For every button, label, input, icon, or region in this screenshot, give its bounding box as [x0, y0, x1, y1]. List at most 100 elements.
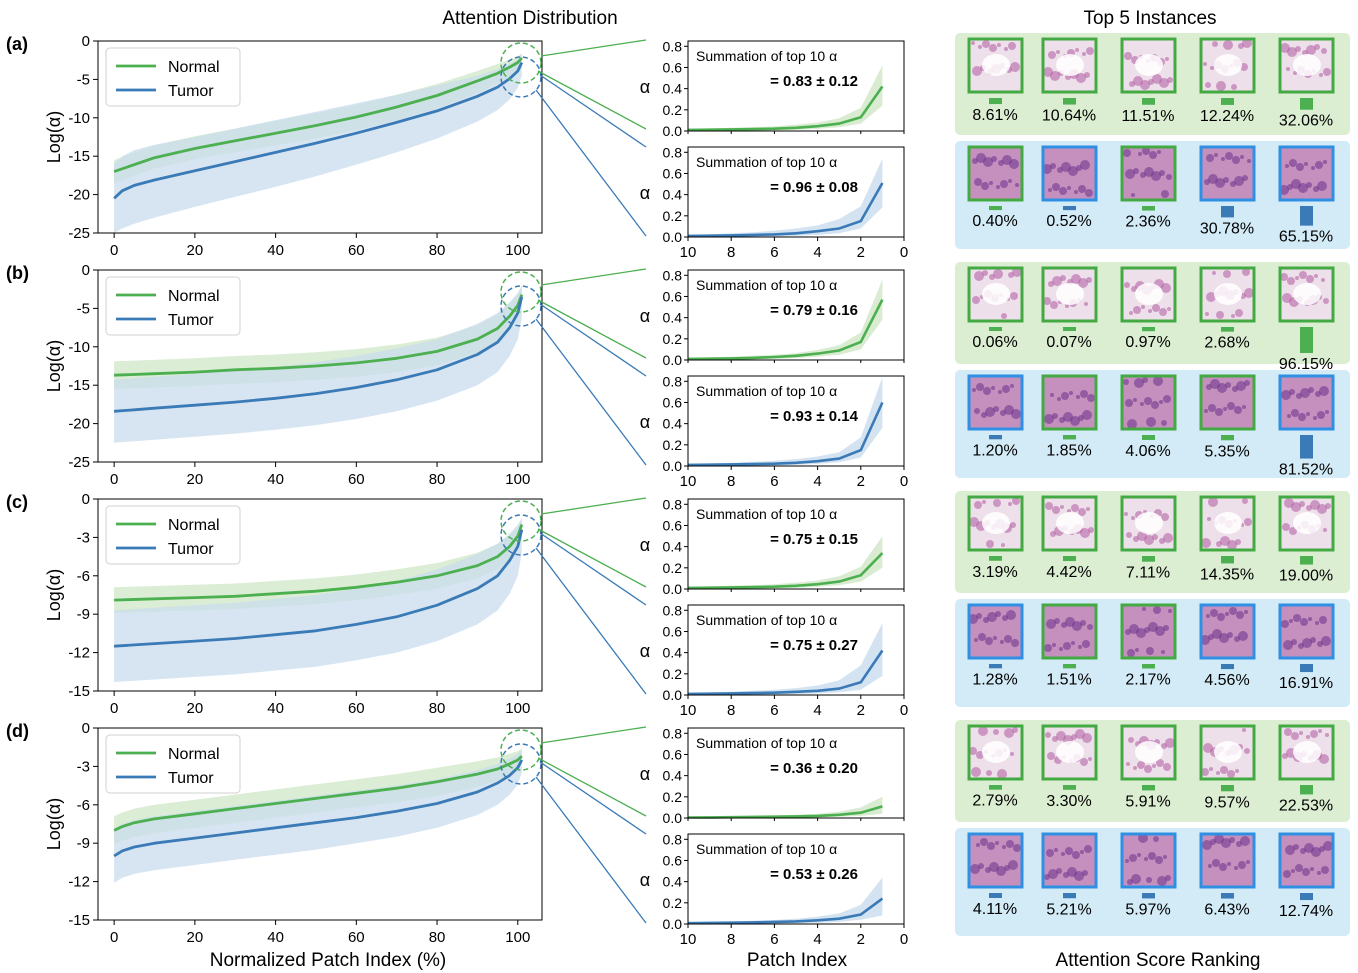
score-bar	[1142, 785, 1155, 791]
zoom-circle-normal	[500, 271, 542, 313]
thumbnail-border	[1199, 724, 1256, 781]
instance-thumbnail: 3.19%	[967, 495, 1024, 581]
tissue-cell	[995, 841, 999, 845]
inset-frame	[687, 269, 905, 361]
tissue-cell	[1142, 607, 1146, 611]
panel-label: (d)	[6, 721, 29, 741]
zoom-circle-tumor	[500, 743, 542, 785]
thumbnail-border	[1278, 832, 1335, 889]
tissue-cell	[1223, 40, 1233, 50]
tissue-cell	[970, 864, 980, 874]
score-label: 1.85%	[1046, 442, 1091, 459]
x-tick-label: 0	[110, 700, 118, 717]
tissue-cell	[1153, 606, 1161, 614]
inset-y-label: α	[640, 412, 650, 432]
tissue-cell	[1087, 624, 1093, 630]
score-label: 0.97%	[1125, 334, 1170, 351]
tissue-cell	[1010, 292, 1018, 300]
tissue-cell	[1280, 273, 1288, 281]
tissue-cell	[1044, 874, 1050, 880]
tissue-cell	[1217, 383, 1227, 393]
y-tick-label: -10	[68, 339, 90, 356]
inset-summation-value: = 0.93 ± 0.14	[770, 408, 859, 425]
instance-thumbnail: 5.35%	[1199, 374, 1256, 460]
tissue-cell	[1071, 504, 1079, 512]
inset-x-tick-label: 0	[900, 244, 908, 261]
fat-cell	[982, 741, 1010, 763]
line-tumor	[113, 61, 524, 200]
instances-tumor: 1.20% 1.85% 4.06% 5.35% 81.52%	[955, 370, 1350, 479]
tissue-cell	[1161, 420, 1167, 426]
tissue-cell	[1325, 410, 1329, 414]
tissue-cell	[1236, 381, 1246, 391]
tissue-cell	[1238, 861, 1246, 869]
tissue-cell	[1163, 395, 1171, 403]
tissue-cell	[1086, 47, 1094, 55]
inset-y-tick-label: 0.6	[663, 517, 683, 533]
score-bar	[989, 893, 1002, 898]
instance-thumbnail: 12.24%	[1199, 37, 1256, 125]
tissue-cell	[1128, 737, 1134, 743]
score-label: 4.56%	[1204, 672, 1249, 689]
inset-frame	[687, 375, 905, 467]
thumbnail-border	[967, 724, 1024, 781]
y-tick-label: -3	[77, 758, 90, 775]
tissue-cell	[1127, 649, 1135, 657]
tissue-cell	[1137, 761, 1145, 769]
connector-tumor-bottom	[535, 318, 647, 466]
tissue-cell	[1242, 498, 1248, 504]
tissue-cell	[1046, 619, 1056, 629]
plot-frame	[97, 498, 543, 692]
inset-frame	[687, 498, 905, 590]
tissue-cell	[1052, 183, 1060, 191]
y-tick-label: -6	[77, 568, 90, 585]
tissue-cell	[1225, 612, 1229, 616]
tissue-cell	[1044, 414, 1054, 424]
instance-thumbnail: 10.64%	[1041, 37, 1098, 125]
inset-y-tick-label: 0.2	[663, 560, 683, 576]
score-bar	[1063, 206, 1076, 211]
tissue-cell	[1061, 622, 1067, 628]
tissue-cell	[1323, 841, 1333, 851]
x-label-main: Normalized Patch Index (%)	[210, 950, 447, 971]
score-bar	[1221, 556, 1234, 564]
score-bar	[1142, 664, 1155, 669]
instances-tumor: 4.11% 5.21% 5.97% 6.43% 12.74%	[955, 828, 1350, 936]
inset-band	[688, 796, 883, 818]
instance-thumbnail: 16.91%	[1278, 603, 1335, 692]
legend-label: Normal	[168, 517, 220, 534]
panel-label: (b)	[6, 263, 29, 283]
thumbnail-border	[1199, 145, 1256, 202]
tissue-cell	[1216, 81, 1226, 91]
tissue-cell	[1008, 272, 1014, 278]
legend-label: Normal	[168, 746, 220, 763]
tissue-cell	[1052, 506, 1060, 514]
panel-1: (b)0 20 40 60 80 1000-5-10-15-20-25Log(α)Norm…	[6, 262, 1350, 490]
connector-tumor-bottom	[535, 547, 647, 695]
score-bar	[989, 435, 1002, 440]
inset-x-tick-label: 2	[857, 473, 865, 490]
tissue-cell	[1306, 45, 1316, 55]
instance-thumbnail: 32.06%	[1278, 37, 1335, 130]
tissue-cell	[1151, 171, 1161, 181]
tissue-cell	[1285, 164, 1289, 168]
tissue-cell	[1221, 838, 1231, 848]
tissue-cell	[1287, 414, 1291, 418]
tissue-cell	[1074, 190, 1078, 194]
thumbnail-border	[1199, 495, 1256, 552]
fat-cell	[1135, 512, 1163, 534]
tissue-cell	[1232, 156, 1240, 164]
tissue-cell	[1235, 309, 1243, 317]
tissue-cell	[1300, 848, 1306, 854]
tissue-cell	[1050, 531, 1056, 537]
line-normal	[114, 294, 524, 377]
instance-thumbnail: 2.36%	[1120, 145, 1177, 231]
inset-x-tick-label: 10	[680, 244, 697, 261]
inset-y-label: α	[640, 535, 650, 555]
x-tick-label: 0	[110, 929, 118, 946]
tissue-cell	[1246, 860, 1250, 864]
tissue-cell	[1165, 738, 1175, 748]
y-tick-label: 0	[82, 33, 90, 50]
tissue-cell	[1129, 854, 1137, 862]
